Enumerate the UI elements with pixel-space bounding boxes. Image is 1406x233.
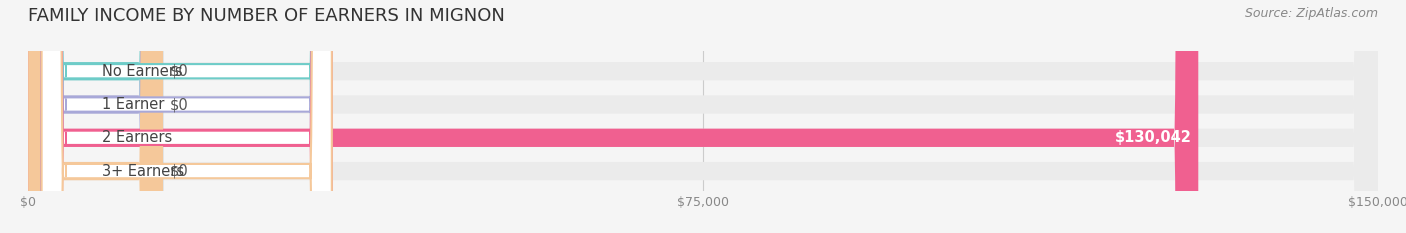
Text: $0: $0 — [170, 64, 188, 79]
Text: 2 Earners: 2 Earners — [103, 130, 173, 145]
Text: 1 Earner: 1 Earner — [103, 97, 165, 112]
Text: FAMILY INCOME BY NUMBER OF EARNERS IN MIGNON: FAMILY INCOME BY NUMBER OF EARNERS IN MI… — [28, 7, 505, 25]
FancyBboxPatch shape — [42, 0, 332, 233]
FancyBboxPatch shape — [28, 0, 163, 233]
Text: No Earners: No Earners — [103, 64, 183, 79]
Text: $130,042: $130,042 — [1115, 130, 1191, 145]
FancyBboxPatch shape — [42, 0, 332, 233]
FancyBboxPatch shape — [28, 0, 163, 233]
FancyBboxPatch shape — [28, 0, 1378, 233]
FancyBboxPatch shape — [42, 0, 332, 233]
FancyBboxPatch shape — [28, 0, 1378, 233]
Text: $0: $0 — [170, 164, 188, 178]
Text: Source: ZipAtlas.com: Source: ZipAtlas.com — [1244, 7, 1378, 20]
FancyBboxPatch shape — [28, 0, 1378, 233]
FancyBboxPatch shape — [28, 0, 1198, 233]
FancyBboxPatch shape — [42, 0, 332, 233]
FancyBboxPatch shape — [28, 0, 163, 233]
Text: 3+ Earners: 3+ Earners — [103, 164, 184, 178]
Text: $0: $0 — [170, 97, 188, 112]
FancyBboxPatch shape — [28, 0, 1378, 233]
